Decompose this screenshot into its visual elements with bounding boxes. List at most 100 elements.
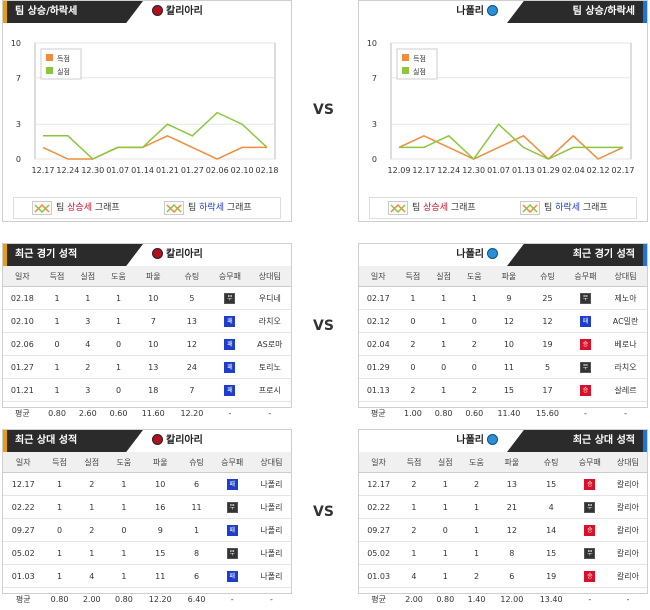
result-cell: 승 [571,519,609,542]
column-header: 일자 [359,266,398,287]
team-name-left: 칼리아리 [149,244,203,266]
legend-label: 득점 [413,55,426,63]
table-cell: 1 [108,496,140,519]
table-cell: 1 [430,473,461,496]
trend-legend-left: 팀 상승세 그래프 팀 하락세 그래프 [13,197,281,219]
team-name-left: 칼리아리 [149,430,203,452]
average-cell: - [252,588,291,610]
column-header: 일자 [359,452,398,473]
table-cell: 우디네 [249,287,291,310]
section-title: 최근 경기 성적 [507,244,647,266]
table-cell: 1 [42,379,73,402]
column-header: 득점 [43,452,75,473]
table-cell: 6 [180,473,212,496]
column-header: 파울 [140,452,180,473]
table-cell: 05.02 [3,542,43,565]
section-title: 팀 상승/하락세 [507,1,647,23]
table-cell: 2 [459,333,490,356]
table-cell: 베로나 [604,333,647,356]
fall-graph-icon [164,201,184,215]
table-cell: 3 [72,310,103,333]
table-cell: 09.27 [3,519,43,542]
table-cell: 21 [492,496,531,519]
table-cell: 1 [428,379,459,402]
vs-label: VS [313,102,334,118]
table-cell: 2 [398,333,429,356]
h2h-header-right: 나폴리 최근 상대 성적 [359,430,647,452]
table-cell: 1 [430,496,461,519]
table-cell: 11 [180,496,212,519]
table-cell: 1 [76,496,108,519]
table-cell: 0 [398,310,429,333]
table-cell: 1 [428,287,459,310]
column-header: 실점 [72,266,103,287]
result-badge: 무 [227,548,238,559]
rise-graph-icon [388,201,408,215]
table-cell: 01.27 [3,356,42,379]
table-cell: 7 [134,310,173,333]
x-tick-label: 12.30 [462,166,485,175]
table-cell: 17 [528,379,567,402]
table-cell: 25 [528,287,567,310]
x-tick-label: 02.10 [231,166,254,175]
table-cell: 0 [108,519,140,542]
table-cell: 02.12 [359,310,398,333]
table-cell: 02.22 [3,496,43,519]
table-cell: 09.27 [359,519,398,542]
table-cell: 1 [461,542,492,565]
result-badge: 패 [224,385,235,396]
table-cell: 01.13 [359,379,398,402]
table-cell: 0 [459,310,490,333]
legend-label: 득점 [57,55,70,63]
recent-header-left: 최근 경기 성적 칼리아리 [3,244,291,266]
table-cell: 12.17 [3,473,43,496]
average-cell: 1.40 [461,588,492,610]
table-cell: 3 [72,379,103,402]
table-cell: 라치오 [249,310,291,333]
section-title: 최근 경기 성적 [3,244,143,266]
table-cell: 4 [532,496,571,519]
team-name-left: 칼리아리 [149,1,203,23]
table-cell: 나폴리 [252,542,291,565]
napoli-logo-icon [487,248,498,259]
average-cell: 11.40 [490,402,529,425]
x-tick-label: 12.30 [81,166,104,175]
table-cell: 0 [398,356,429,379]
table-cell: 12 [528,310,567,333]
table-cell: 16 [140,496,180,519]
result-cell: 승 [571,473,609,496]
result-cell: 무 [571,496,609,519]
table-cell: 2 [398,379,429,402]
trend-header-left: 팀 상승/하락세 칼리아리 [3,1,291,23]
table-cell: 15 [532,473,571,496]
result-badge: 패 [227,571,238,582]
x-tick-label: 01.27 [181,166,204,175]
cagliari-logo-icon [152,248,163,259]
result-badge: 패 [580,316,591,327]
average-cell: - [604,402,647,425]
table-cell: 나폴리 [252,473,291,496]
table-cell: 프로시 [249,379,291,402]
table-cell: 5 [528,356,567,379]
x-tick-label: 02.18 [256,166,279,175]
average-cell: 0.80 [43,588,75,610]
table-cell: 0 [103,333,134,356]
table-cell: 1 [103,287,134,310]
average-cell: - [211,402,248,425]
column-header: 도움 [108,452,140,473]
table-cell: 토리노 [249,356,291,379]
table-cell: 1 [180,519,212,542]
x-tick-label: 01.07 [106,166,129,175]
column-header: 승무패 [571,452,609,473]
